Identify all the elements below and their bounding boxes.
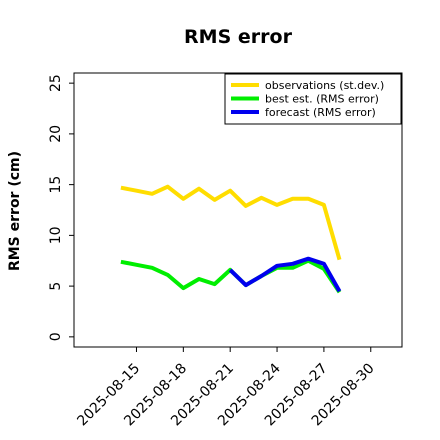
y-tick-label: 5 bbox=[48, 282, 64, 291]
y-axis-label: RMS error (cm) bbox=[7, 151, 23, 271]
plot-area: 05101520252025-08-152025-08-182025-08-21… bbox=[48, 74, 378, 429]
legend-entry: forecast (RMS error) bbox=[265, 106, 376, 119]
legend: observations (st.dev.)best est. (RMS err… bbox=[224, 73, 402, 125]
series-line-2 bbox=[228, 256, 342, 293]
legend-entry: best est. (RMS error) bbox=[265, 93, 379, 106]
y-tick-label: 20 bbox=[48, 125, 64, 143]
y-tick-label: 0 bbox=[48, 332, 64, 341]
y-tick-label: 10 bbox=[48, 226, 64, 244]
plot-frame bbox=[73, 72, 403, 348]
y-tick-label: 25 bbox=[48, 74, 64, 92]
chart-title: RMS error bbox=[184, 26, 293, 48]
series-line-0 bbox=[120, 184, 342, 261]
y-tick-label: 15 bbox=[48, 176, 64, 194]
series-line-1 bbox=[120, 258, 342, 294]
legend-entry: observations (st.dev.) bbox=[265, 79, 384, 92]
